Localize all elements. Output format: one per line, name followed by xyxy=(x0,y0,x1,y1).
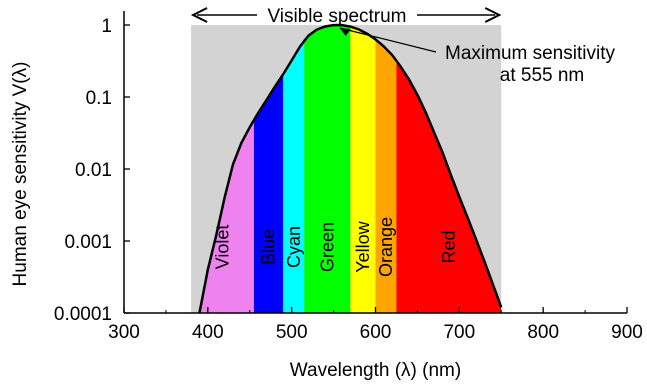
band-labels: Violet Blue Cyan Green Yellow Orange Red xyxy=(213,217,459,277)
x-tick-label: 400 xyxy=(192,322,224,343)
x-ticks: 300 400 500 600 700 800 900 xyxy=(108,307,643,343)
band-label-cyan: Cyan xyxy=(284,226,304,268)
y-tick-label: 1 xyxy=(101,16,112,37)
band-yellow xyxy=(350,25,376,313)
visible-spectrum-arrow xyxy=(190,7,502,23)
band-label-yellow: Yellow xyxy=(353,220,373,272)
x-tick-label: 500 xyxy=(276,322,308,343)
max-arrowhead xyxy=(339,28,351,36)
x-tick-label: 800 xyxy=(527,322,559,343)
x-tick-label: 300 xyxy=(108,322,140,343)
x-tick-label: 700 xyxy=(443,322,475,343)
x-tick-label: 600 xyxy=(360,322,392,343)
y-axis-label: Human eye sensitivity V(λ) xyxy=(10,62,31,287)
band-cyan xyxy=(283,25,305,313)
y-tick-label: 0.001 xyxy=(64,232,112,253)
y-tick-label: 0.0001 xyxy=(54,304,112,325)
sensitivity-curve xyxy=(198,23,503,314)
band-orange xyxy=(375,25,397,313)
x-tick-label: 900 xyxy=(611,322,643,343)
max-sensitivity-text: Maximum sensitivity xyxy=(445,43,615,64)
band-label-violet: Violet xyxy=(213,225,233,270)
visible-arrow-right-head xyxy=(484,7,502,23)
y-tick-label: 0.01 xyxy=(75,160,112,181)
band-label-blue: Blue xyxy=(259,229,279,265)
y-ticks: 1 0.1 0.01 0.001 0.0001 xyxy=(54,16,130,325)
visible-arrow-left-head xyxy=(190,7,208,23)
y-tick-label: 0.1 xyxy=(86,88,112,109)
max-sensitivity-annotation: Maximum sensitivity at 555 nm xyxy=(339,27,615,86)
band-label-red: Red xyxy=(439,230,459,263)
band-green xyxy=(304,25,351,313)
x-axis-label: Wavelength (λ) (nm) xyxy=(290,360,461,381)
max-sensitivity-subtext: at 555 nm xyxy=(500,65,585,86)
band-label-green: Green xyxy=(317,222,337,272)
visible-spectrum-label: Visible spectrum xyxy=(267,6,406,27)
band-label-orange: Orange xyxy=(376,217,396,277)
